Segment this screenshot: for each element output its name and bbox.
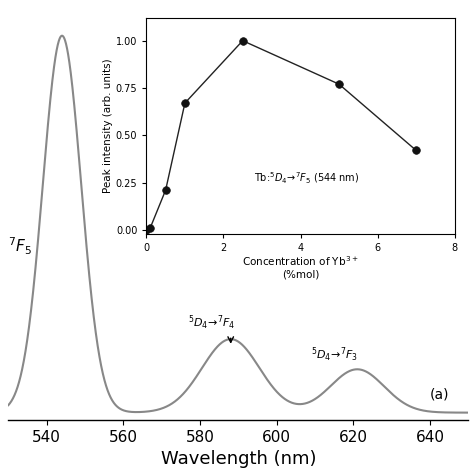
Text: $^5D_4\!\rightarrow\!^7F_4$: $^5D_4\!\rightarrow\!^7F_4$ — [188, 313, 235, 332]
Text: $^5D_4\!\rightarrow\!^7F_3$: $^5D_4\!\rightarrow\!^7F_3$ — [310, 345, 358, 364]
Text: $^7F_5$: $^7F_5$ — [8, 236, 32, 257]
X-axis label: Wavelength (nm): Wavelength (nm) — [161, 450, 316, 468]
Text: (a): (a) — [430, 387, 449, 401]
